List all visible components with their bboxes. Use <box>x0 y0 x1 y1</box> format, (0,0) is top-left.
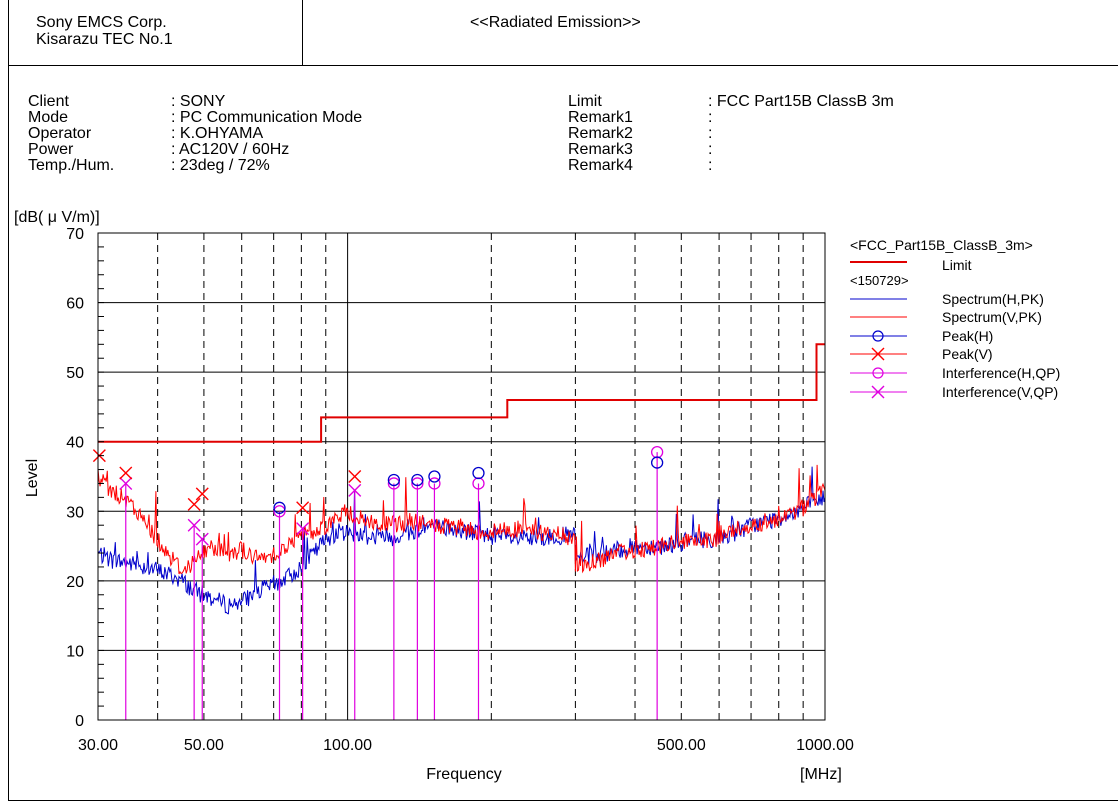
cross-stroke <box>871 347 885 361</box>
peak-h-marker <box>428 470 441 483</box>
y-tick-label: 10 <box>66 643 84 660</box>
cross-stroke <box>348 483 362 497</box>
x-tick-label: 30.00 <box>78 737 118 754</box>
interference-v-marker <box>195 532 209 546</box>
y-tick-label: 60 <box>66 296 84 313</box>
series-spectrum-v <box>97 464 826 575</box>
series-spectrum-h <box>97 466 826 615</box>
legend-label-spectrum_h: Spectrum(H,PK) <box>942 291 1044 307</box>
series-limit <box>98 343 825 443</box>
x-tick-label: 500.00 <box>657 737 706 754</box>
info-value-remark2: : <box>708 125 713 142</box>
y-tick-label: 50 <box>66 365 84 382</box>
interference-h-marker <box>273 505 286 518</box>
info-value-limit: : FCC Part15B ClassB 3m <box>708 93 894 110</box>
report-title: <<Radiated Emission>> <box>470 14 641 31</box>
info-label-power: Power <box>28 141 74 158</box>
y-tick-label: 70 <box>66 226 84 243</box>
plot-frame <box>97 232 826 721</box>
legend-circle-int_h <box>872 367 884 379</box>
x-tick-label: 1000.00 <box>796 737 854 754</box>
legend-label-spectrum_v: Spectrum(V,PK) <box>942 309 1042 325</box>
peak-v-marker <box>119 466 133 480</box>
peak-h-marker <box>650 456 664 469</box>
info-label-client: Client <box>28 93 69 110</box>
peak-h-marker <box>472 466 485 480</box>
legend-label-peak_h: Peak(H) <box>942 328 993 344</box>
peak-h-marker <box>411 473 424 487</box>
company-box <box>8 0 303 65</box>
cross-stroke <box>296 522 310 536</box>
header-divider <box>8 65 1118 66</box>
info-label-remark4: Remark4 <box>568 157 633 174</box>
info-label-operator: Operator <box>28 125 92 142</box>
company-name: Sony EMCS Corp. <box>36 14 167 31</box>
info-label-temp: Temp./Hum. <box>28 157 115 174</box>
cross-stroke <box>296 501 310 515</box>
info-value-remark3: : <box>708 141 713 158</box>
cross-stroke <box>187 497 201 511</box>
legend-cross-peak_v <box>871 347 885 361</box>
info-label-limit: Limit <box>568 93 602 110</box>
y-axis-label: Level <box>24 459 41 497</box>
legend-label-peak_v: Peak(V) <box>942 346 993 362</box>
chart-series <box>92 343 826 720</box>
info-value-remark4: : <box>708 157 713 174</box>
cross-stroke <box>348 470 362 483</box>
x-tick-label: 100.00 <box>323 737 372 754</box>
y-unit-label: [dB( μ V/m)] <box>14 209 100 226</box>
info-value-temp: : 23deg / 72% <box>171 157 270 174</box>
y-tick-label: 30 <box>66 504 84 521</box>
x-axis-label: Frequency <box>426 766 502 783</box>
info-label-remark2: Remark2 <box>568 125 633 142</box>
report-frame <box>8 0 1118 801</box>
info-value-mode: : PC Communication Mode <box>171 109 363 126</box>
peak-v-marker <box>195 487 209 501</box>
cross-stroke <box>119 466 133 480</box>
legend-label-int_h: Interference(H,QP) <box>942 365 1060 381</box>
interference-v-marker <box>348 483 362 497</box>
peak-v-marker <box>296 501 310 515</box>
info-value-client: : SONY <box>171 93 226 110</box>
legend-label-int_v: Interference(V,QP) <box>942 384 1058 400</box>
legend-group-title: <FCC_Part15B_ClassB_3m> <box>850 237 1033 253</box>
cross-stroke <box>119 476 133 490</box>
peak-h-marker <box>273 501 286 514</box>
y-tick-label: 20 <box>66 574 84 591</box>
chart-legend: <FCC_Part15B_ClassB_3m> <150729> Limit Spec… <box>850 237 1060 400</box>
cross-stroke <box>187 518 201 532</box>
peak-v-marker <box>187 497 201 511</box>
y-tick-label: 0 <box>75 713 84 730</box>
peak-v-marker <box>348 470 362 483</box>
interference-h-marker <box>387 477 401 490</box>
info-label-remark1: Remark1 <box>568 109 633 126</box>
interference-h-marker <box>411 477 424 490</box>
info-label-remark3: Remark3 <box>568 141 633 158</box>
x-unit-label: [MHz] <box>800 766 842 783</box>
info-value-remark1: : <box>708 109 713 126</box>
interference-v-marker <box>187 518 201 532</box>
chart-grid <box>98 233 825 720</box>
legend-data-title: <150729> <box>850 273 909 288</box>
chart-axes: 0 10 20 30 40 50 60 70 30.00 50.00 100.00 500.00 100… <box>14 209 854 783</box>
peak-h-marker <box>387 473 401 487</box>
info-value-power: : AC120V / 60Hz <box>171 141 290 158</box>
y-tick-label: 40 <box>66 435 84 452</box>
interference-v-marker <box>119 476 133 490</box>
legend-cross-int_v <box>871 385 885 399</box>
interference-v-marker <box>296 522 310 536</box>
cross-stroke <box>195 532 209 546</box>
cross-stroke <box>871 385 885 399</box>
site-name: Kisarazu TEC No.1 <box>36 31 173 48</box>
info-value-operator: : K.OHYAMA <box>171 125 264 142</box>
legend-label-limit: Limit <box>942 257 972 273</box>
cross-stroke <box>195 487 209 501</box>
legend-circle-peak_h <box>872 330 884 342</box>
info-label-mode: Mode <box>28 109 69 126</box>
x-tick-label: 50.00 <box>184 737 224 754</box>
interference-h-marker <box>428 477 441 490</box>
